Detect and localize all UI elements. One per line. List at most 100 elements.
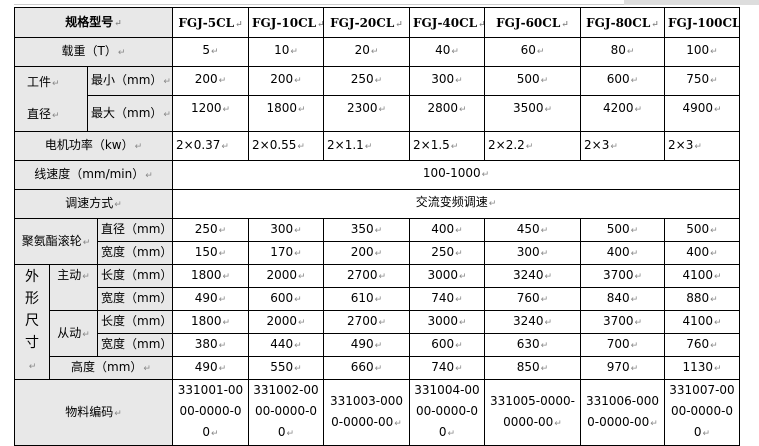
- cell-text: 4900: [682, 101, 721, 115]
- row-label-max-text: 最大（mm）: [91, 106, 171, 120]
- cell-text: 660: [351, 360, 382, 374]
- table-row: 高度（mm） 490 550 660 740 850 970 1130: [15, 356, 740, 380]
- value-cell: 1800: [248, 95, 324, 132]
- table-row: 从动长度（mm） 1800 2000 2700 3000 3240 3700 4100: [15, 310, 740, 357]
- cell-text: 490: [195, 291, 226, 305]
- label-dimensions: 外形尺寸: [25, 266, 39, 378]
- value-cell: 300: [484, 241, 581, 265]
- model-header: FGJ-5CL: [172, 7, 249, 38]
- cell-text: 1200: [191, 101, 230, 115]
- value-cell: 200: [172, 66, 249, 96]
- cell-text: 400: [686, 245, 717, 259]
- value-cell: 4200: [580, 95, 665, 132]
- value-cell: 970: [580, 356, 665, 380]
- value-cell: 490: [323, 333, 410, 357]
- cell-text: 1800: [266, 101, 305, 115]
- cell-text: 610: [351, 291, 382, 305]
- value-cell: 2700: [323, 264, 410, 288]
- value-cell: 600: [248, 287, 324, 311]
- cell-text: 2×1.5: [413, 138, 458, 152]
- cell-text: 100: [686, 43, 717, 57]
- cell-text: 600: [607, 72, 638, 86]
- cell-text: 490: [351, 337, 382, 351]
- cell-text: 3000: [427, 314, 466, 328]
- value-cell: 2×1.1: [323, 131, 410, 161]
- value-cell: 760: [664, 333, 740, 357]
- table-row: 调速方式 交流变频调速: [14, 189, 740, 219]
- row-label-speed-text: 线速度（mm/min）: [34, 167, 153, 181]
- cell-text: 331003-0000-0000-00: [330, 394, 403, 429]
- table-row: 物料编码 331001-0000-0000-00331002-0000-0000-…: [14, 379, 740, 446]
- cell-text: 100-1000: [423, 166, 489, 180]
- cell-text: 1130: [682, 360, 721, 374]
- value-cell: 20: [323, 37, 410, 67]
- table-row: 聚氨酯滚轮直径（mm） 250 300 350 400 450 500 500: [14, 218, 740, 265]
- cell-text: 20: [355, 43, 379, 57]
- value-cell: 2×3: [664, 131, 740, 161]
- cell-text: 2700: [347, 314, 386, 328]
- value-cell: 3240: [484, 310, 581, 334]
- value-cell: 200: [323, 241, 410, 265]
- cell-text: 4100: [682, 268, 721, 282]
- value-cell: 170: [248, 241, 324, 265]
- cell-text: 10: [274, 43, 298, 57]
- table-row: 宽度（mm） 380 440 490 600 630 700 760: [15, 333, 740, 357]
- value-cell: 3240: [484, 264, 581, 288]
- value-cell: 1800: [172, 264, 249, 288]
- cell-text: FGJ-10CL: [252, 16, 323, 30]
- value-cell: 490: [172, 356, 249, 380]
- cell-text: 500: [686, 222, 717, 236]
- row-label-load: 载重（T）: [14, 37, 173, 67]
- table-row: 线速度（mm/min） 100-1000: [14, 160, 740, 190]
- value-cell: 2800: [409, 95, 485, 132]
- value-cell: 400: [664, 241, 740, 265]
- value-cell: 2×2.2: [484, 131, 581, 161]
- table-row: 宽度（mm） 490 600 610 740 760 840 880: [15, 287, 740, 311]
- value-cell: 700: [580, 333, 665, 357]
- value-cell: 4900: [664, 95, 740, 132]
- value-cell: 100: [664, 37, 740, 67]
- value-cell: 880: [664, 287, 740, 311]
- value-cell: 610: [323, 287, 410, 311]
- row-label-roller-diameter: 直径（mm）: [97, 218, 173, 242]
- value-cell: 250: [409, 241, 485, 265]
- value-cell: 300: [409, 66, 485, 96]
- cell-text: 60: [521, 43, 545, 57]
- value-cell: 2300: [323, 95, 410, 132]
- value-cell: 440: [248, 333, 324, 357]
- row-label-height-text: 高度（mm）: [71, 360, 151, 374]
- material-code-cell: 331001-0000-0000-00: [172, 379, 249, 446]
- cell-text: 170: [270, 245, 301, 259]
- row-label-driving-length-text: 长度（mm）: [101, 268, 172, 282]
- row-label-speed-mode-text: 调速方式: [65, 196, 122, 210]
- cell-text: 600: [270, 291, 301, 305]
- cell-text: FGJ-100CL: [668, 16, 739, 30]
- value-cell: 2×3: [580, 131, 665, 161]
- cell-text: FGJ-60CL: [496, 16, 569, 30]
- cell-text: 3500: [513, 101, 552, 115]
- cell-text: 2000: [266, 314, 305, 328]
- header-label-text: 规格型号: [65, 15, 122, 29]
- row-label-driven-length-text: 长度（mm）: [101, 314, 172, 328]
- value-cell: 1800: [172, 310, 249, 334]
- value-cell: 550: [248, 356, 324, 380]
- cell-text: 250: [351, 72, 382, 86]
- cell-text: 550: [270, 360, 301, 374]
- row-label-motor: 电机功率（kw）: [14, 131, 173, 161]
- value-cell: 2×0.55: [248, 131, 324, 161]
- value-cell: 850: [484, 356, 581, 380]
- cell-text: FGJ-40CL: [413, 16, 484, 30]
- table-row: 外形尺寸 主动长度（mm） 1800 2000 2700 3000 3240 3700 4100: [14, 264, 740, 380]
- divider: [244, 4, 624, 5]
- value-cell: 350: [323, 218, 410, 242]
- row-label-driven-width: 宽度（mm）: [97, 333, 173, 357]
- table-row: 载重（T） 5 10 20 40 60 80 100: [14, 37, 740, 67]
- cell-text: 80: [611, 43, 635, 57]
- cell-text: 3240: [513, 268, 552, 282]
- row-label-height: 高度（mm）: [49, 356, 173, 380]
- value-cell: 1130: [664, 356, 740, 380]
- cell-text: 1800: [191, 268, 230, 282]
- cell-text: 4100: [682, 314, 721, 328]
- material-code-cell: 331002-0000-0000-00: [248, 379, 324, 446]
- table-row: 电机功率（kw） 2×0.37 2×0.55 2×1.1 2×1.5 2×2.2 2×3 2×…: [14, 131, 740, 161]
